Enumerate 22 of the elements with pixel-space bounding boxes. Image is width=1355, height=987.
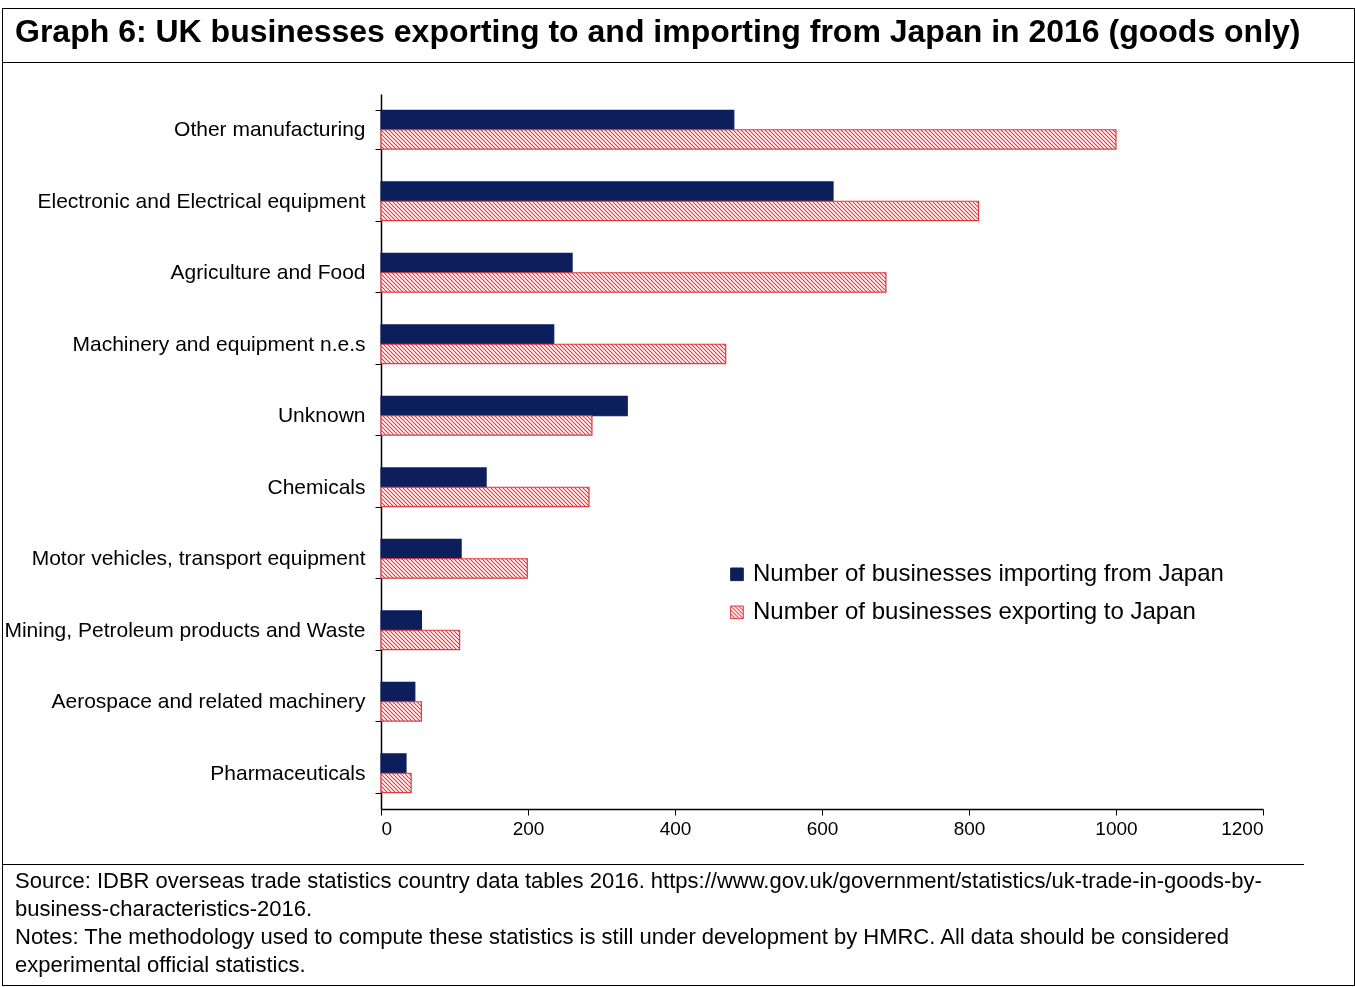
source-note: Source: IDBR overseas trade statistics country data tables 2016. https://www.gov.uk/government/statistics/uk-trade-in-goods-by-business-characteristics-2016. (15, 867, 1263, 923)
y-tick-label: Motor vehicles, transport equipment (31, 546, 366, 570)
x-tick-label: 0 (381, 817, 393, 839)
y-tick-label: Unknown (277, 403, 366, 427)
x-tick-label: 200 (512, 817, 545, 839)
x-tick-label: 1200 (1221, 817, 1264, 839)
y-tick-label: Pharmaceuticals (210, 760, 366, 784)
y-tick-label: Aerospace and related machinery (51, 689, 366, 713)
text: Notes: The methodology used to compute these statistics is still under development by HMRC. All data should be considered experimental official statistics. (15, 923, 1230, 979)
x-tick-label: 400 (659, 817, 692, 839)
legend-label: Number of businesses importing from Japan (752, 559, 1224, 587)
y-tick-label: Other manufacturing (174, 117, 366, 141)
x-tick-label: 1000 (1095, 817, 1138, 839)
y-tick-label: Agriculture and Food (170, 260, 366, 284)
chart-title: Graph 6: UK businesses exporting to and importing from Japan in 2016 (goods only) (3, 9, 1354, 63)
x-tick-label: 600 (806, 817, 839, 839)
legend-label: Number of businesses exporting to Japan (752, 597, 1196, 625)
y-tick-label: Electronic and Electrical equipment (37, 188, 366, 212)
y-tick-label: Machinery and equipment n.e.s (72, 331, 366, 355)
y-tick-label: Chemicals (267, 474, 366, 498)
y-tick-label: Mining, Petroleum products and Waste (4, 617, 366, 641)
x-tick-label: 800 (953, 817, 986, 839)
